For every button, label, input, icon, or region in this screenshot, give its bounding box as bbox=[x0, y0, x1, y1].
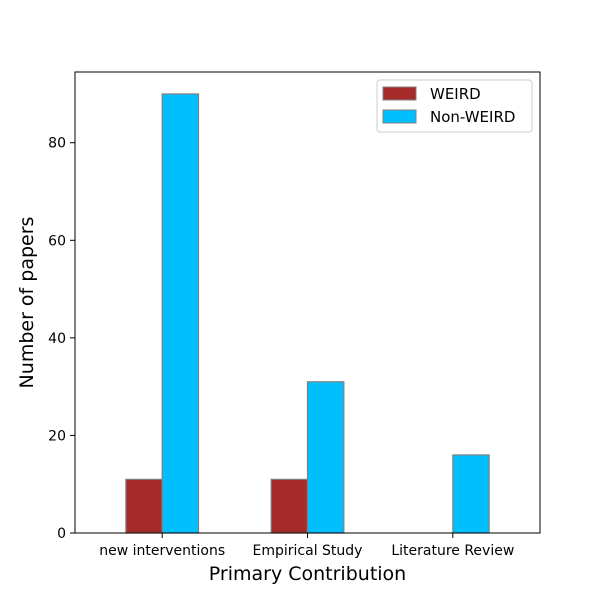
plot-frame bbox=[74, 71, 541, 534]
x-tick-label: Empirical Study bbox=[253, 543, 363, 559]
y-tick-label: 60 bbox=[48, 233, 66, 249]
y-tick-label: 40 bbox=[48, 331, 66, 347]
bar-weird-1 bbox=[270, 478, 309, 534]
bar-non-weird-0 bbox=[161, 93, 200, 534]
bars-group bbox=[125, 93, 490, 534]
bar-non-weird-1 bbox=[306, 381, 345, 534]
y-tick-label: 0 bbox=[57, 526, 66, 542]
legend-label: Non-WEIRD bbox=[430, 108, 515, 126]
y-ticks-group: 0 20 40 60 80 bbox=[48, 136, 75, 542]
bar-non-weird-2 bbox=[452, 454, 490, 534]
legend: WEIRD Non-WEIRD bbox=[376, 79, 533, 133]
y-tick-label: 80 bbox=[48, 136, 66, 152]
x-ticks-group: new interventions Empirical Study Literatu… bbox=[99, 533, 514, 559]
x-tick-label: new interventions bbox=[99, 543, 225, 559]
bar-weird-0 bbox=[125, 478, 163, 534]
legend-swatch-non-weird bbox=[382, 109, 417, 124]
y-axis-label: Number of papers bbox=[16, 217, 38, 389]
y-tick-label: 20 bbox=[48, 428, 66, 444]
legend-label: WEIRD bbox=[430, 85, 481, 103]
legend-swatch-weird bbox=[382, 86, 417, 101]
x-axis-label: Primary Contribution bbox=[209, 563, 406, 585]
x-tick-label: Literature Review bbox=[391, 543, 514, 559]
